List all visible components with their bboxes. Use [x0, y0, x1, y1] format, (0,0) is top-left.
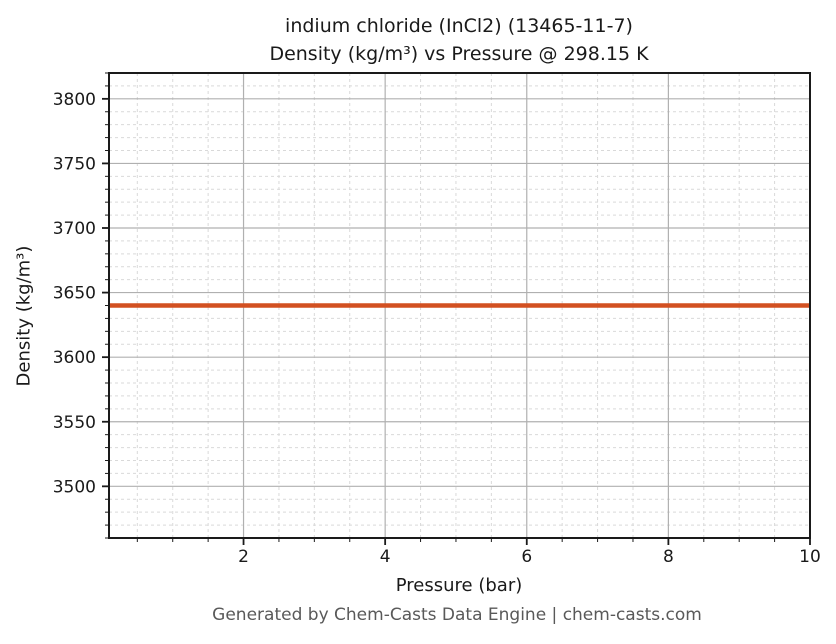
y-tick-label: 3800: [53, 90, 96, 110]
y-tick-label: 3500: [53, 477, 96, 497]
y-tick-label: 3550: [53, 413, 96, 433]
y-tick-label: 3600: [53, 348, 96, 368]
footer-credit: Generated by Chem-Casts Data Engine | ch…: [212, 605, 702, 625]
y-axis-label: Density (kg/m³): [13, 245, 35, 387]
y-tick-label: 3650: [53, 284, 96, 304]
chart-title: indium chloride (InCl2) (13465-11-7) Den…: [269, 12, 648, 68]
x-tick-label: 4: [380, 547, 391, 567]
chart-title-line1: indium chloride (InCl2) (13465-11-7): [285, 15, 633, 37]
y-tick-label: 3700: [53, 219, 96, 239]
y-tick-label: 3750: [53, 154, 96, 174]
x-axis-label: Pressure (bar): [395, 575, 523, 596]
x-tick-label: 8: [663, 547, 674, 567]
x-tick-label: 6: [521, 547, 532, 567]
chart-title-line2: Density (kg/m³) vs Pressure @ 298.15 K: [269, 43, 649, 65]
x-tick-label: 2: [238, 547, 249, 567]
x-tick-label: 10: [799, 547, 821, 567]
